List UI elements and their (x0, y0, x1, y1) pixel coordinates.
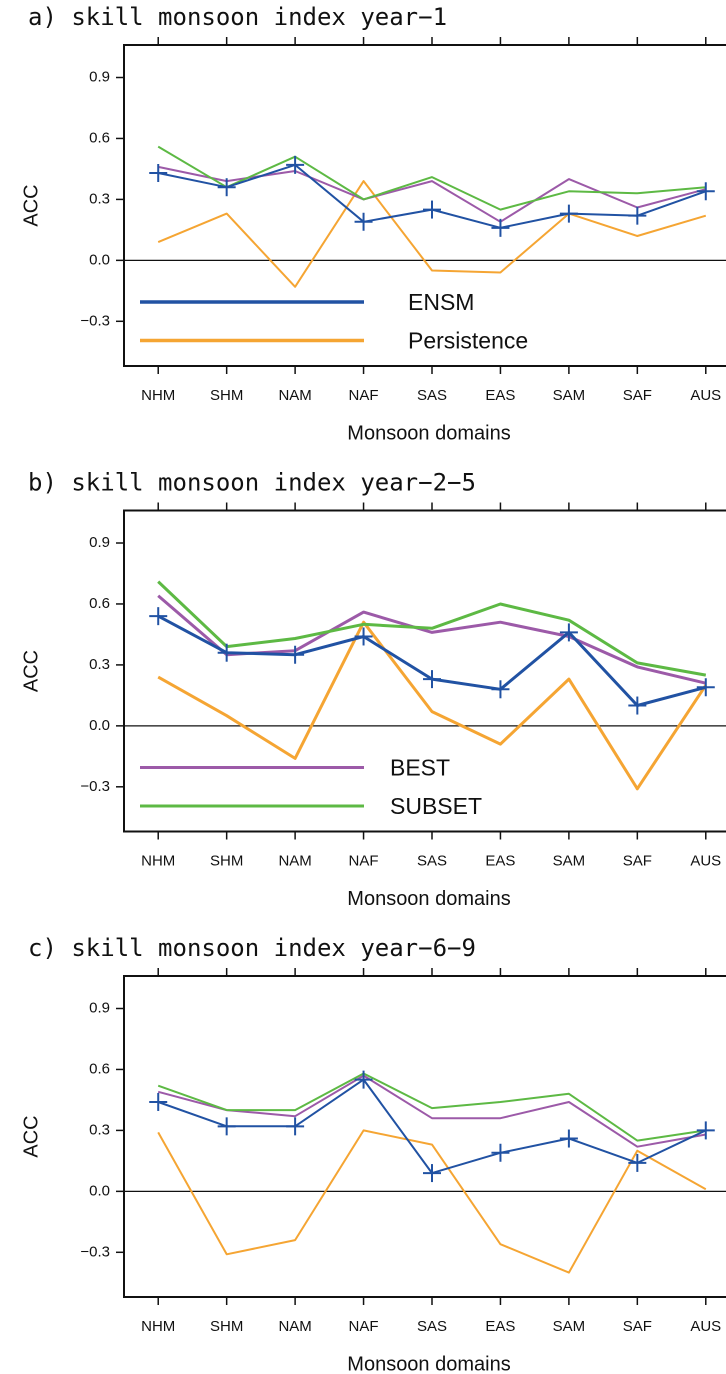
x-tick-label: NHM (141, 852, 175, 869)
x-tick-label: SAM (553, 852, 586, 869)
plus-marker (491, 680, 510, 699)
plot-frame (123, 509, 726, 833)
plus-marker (559, 1129, 578, 1148)
legend-label: BEST (390, 755, 450, 781)
x-tick-label: SHM (210, 387, 243, 404)
plus-marker (217, 178, 236, 197)
x-tick-label: EAS (485, 1318, 515, 1335)
y-axis-label: ACC (20, 650, 42, 692)
x-tick-label: NAM (278, 1318, 311, 1335)
plus-marker (628, 206, 647, 225)
chart-title: a) skill monsoon index year−1 (28, 3, 447, 31)
panel: c) skill monsoon index year−6−9 −0.3 0.0 0.… (20, 934, 726, 1374)
plus-marker (286, 155, 305, 174)
x-tick-label: SAS (417, 1318, 447, 1335)
panel: b) skill monsoon index year−2−5 −0.3 0.0 0.… (20, 469, 726, 910)
x-tick-label: SAS (417, 387, 447, 404)
y-tick-label: −0.3 (80, 312, 110, 329)
series-line (157, 594, 707, 685)
plus-marker (217, 643, 236, 662)
series-line (157, 620, 708, 791)
y-axis-label: ACC (20, 1115, 42, 1157)
y-axis-label: ACC (20, 184, 42, 226)
plus-marker (217, 1117, 236, 1136)
plus-marker (423, 200, 441, 219)
plus-marker (149, 607, 168, 626)
plus-marker (559, 623, 578, 642)
chart-title: c) skill monsoon index year−6−9 (28, 934, 476, 962)
plus-marker (354, 627, 373, 646)
plus-marker (423, 1164, 441, 1183)
x-tick-label: SAF (623, 1318, 652, 1335)
chart-title: b) skill monsoon index year−2−5 (28, 469, 476, 497)
plus-marker (491, 1143, 510, 1162)
series-line (157, 145, 706, 211)
plus-marker (628, 696, 647, 715)
x-tick-label: NHM (141, 1318, 175, 1335)
x-tick-label: SAF (623, 852, 652, 869)
series-line (157, 580, 707, 677)
plus-marker (286, 645, 305, 664)
plus-marker (423, 670, 441, 689)
plus-marker (628, 1153, 647, 1172)
y-tick-label: 0.6 (89, 1060, 110, 1077)
plus-marker (354, 1070, 373, 1089)
x-tick-label: EAS (485, 852, 515, 869)
panel: a) skill monsoon index year−1 −0.3 0.0 0.3 0… (20, 3, 726, 444)
x-tick-label: SHM (210, 852, 243, 869)
x-tick-label: NAM (278, 852, 311, 869)
series-line (157, 1078, 707, 1175)
plus-marker (149, 1092, 168, 1111)
y-tick-label: 0.3 (89, 656, 110, 673)
x-tick-label: AUS (690, 852, 721, 869)
series-line (157, 1072, 706, 1142)
x-tick-label: SAM (553, 387, 586, 404)
y-tick-label: 0.6 (89, 595, 110, 612)
plus-marker (286, 1117, 305, 1136)
x-tick-label: NAF (349, 852, 379, 869)
x-axis-label: Monsoon domains (347, 888, 510, 910)
series-line (157, 1129, 707, 1274)
y-tick-label: 0.9 (89, 68, 110, 85)
x-tick-label: SAS (417, 852, 447, 869)
x-tick-label: NAM (278, 387, 311, 404)
legend-label: Persistence (408, 328, 528, 354)
x-axis-label: Monsoon domains (347, 422, 510, 444)
y-tick-label: 0.3 (89, 1121, 110, 1138)
x-tick-label: SAM (553, 1318, 586, 1335)
series-line (157, 1074, 706, 1148)
plus-marker (149, 163, 168, 182)
plus-marker (696, 1121, 715, 1140)
plus-marker (491, 218, 510, 237)
y-tick-label: 0.0 (89, 717, 110, 734)
plus-marker (354, 212, 373, 231)
plus-marker (696, 182, 715, 201)
y-tick-label: 0.9 (89, 534, 110, 551)
x-tick-label: AUS (690, 387, 721, 404)
y-tick-label: 0.6 (89, 129, 110, 146)
x-tick-label: EAS (485, 387, 515, 404)
legend-label: SUBSET (390, 793, 482, 819)
x-tick-label: SAF (623, 387, 652, 404)
x-tick-label: NAF (349, 387, 379, 404)
y-tick-label: 0.3 (89, 190, 110, 207)
x-tick-label: AUS (690, 1318, 721, 1335)
legend-label: ENSM (408, 289, 474, 315)
plus-marker (559, 204, 578, 223)
plus-marker (696, 678, 715, 697)
y-tick-label: 0.9 (89, 999, 110, 1016)
y-tick-label: −0.3 (80, 778, 110, 795)
x-tick-label: NHM (141, 387, 175, 404)
x-axis-label: Monsoon domains (347, 1353, 510, 1374)
y-tick-label: 0.0 (89, 1182, 110, 1199)
y-tick-label: 0.0 (89, 251, 110, 268)
plot-frame (123, 975, 726, 1298)
x-tick-label: NAF (349, 1318, 379, 1335)
y-tick-label: −0.3 (80, 1243, 110, 1260)
series-line (157, 180, 707, 288)
plot-frame (123, 44, 726, 367)
x-tick-label: SHM (210, 1318, 243, 1335)
